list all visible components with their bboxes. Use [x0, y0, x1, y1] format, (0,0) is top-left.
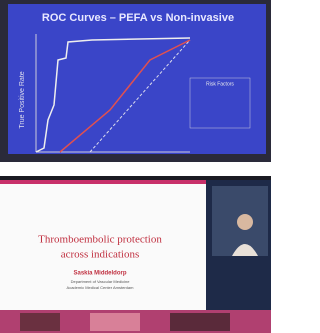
speaker-head [237, 214, 253, 230]
slide-title: ROC Curves – PEFA vs Non-invasive [42, 12, 234, 24]
photo-strip [90, 313, 140, 331]
slide-title: across indications [61, 249, 140, 261]
legend-title: Risk Factors [206, 81, 234, 87]
axis-label: True Positive Rate [19, 71, 26, 128]
affiliation: Academic Medical Center Amsterdam [67, 285, 135, 290]
screenshot: ROC Curves – PEFA vs Non-invasive True P… [0, 0, 271, 333]
photo-strip [20, 313, 60, 331]
speaker: Saskia Middeldorp [73, 271, 126, 277]
slide-band [0, 180, 206, 184]
slide-title: Thromboembolic protection [38, 234, 162, 246]
photo-strip [170, 313, 230, 331]
affiliation: Department of Vascular Medicine [71, 279, 131, 284]
